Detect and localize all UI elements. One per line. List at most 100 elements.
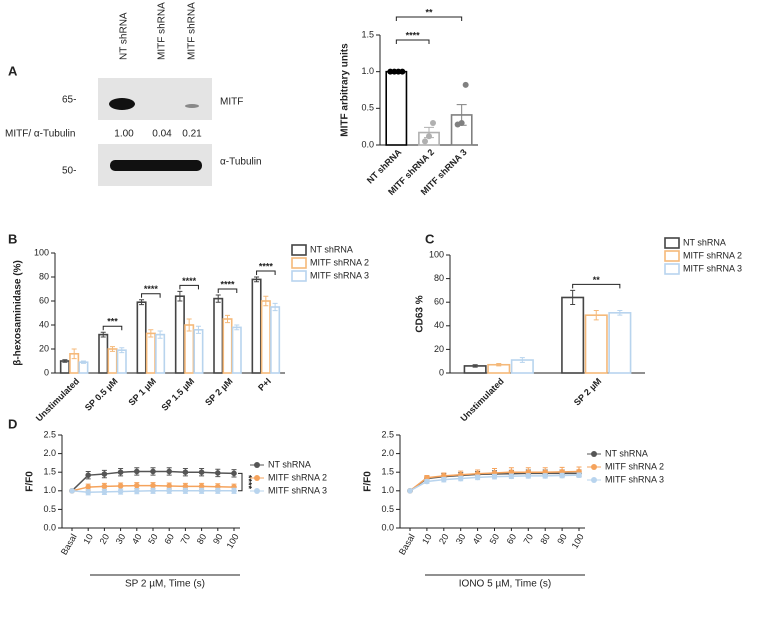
legend-label: MITF shRNA 3 bbox=[310, 270, 369, 280]
error-bar bbox=[496, 363, 502, 367]
error-bar bbox=[225, 314, 230, 324]
x-tick-label: 60 bbox=[162, 532, 176, 546]
legend-swatch bbox=[664, 263, 680, 275]
data-point bbox=[462, 81, 469, 88]
y-tick-label: 0 bbox=[439, 367, 444, 377]
data-point bbox=[69, 488, 75, 494]
error-bar bbox=[80, 360, 86, 364]
marker: 50- bbox=[62, 166, 76, 177]
data-point bbox=[559, 472, 565, 479]
bar bbox=[270, 306, 281, 374]
data-point bbox=[198, 488, 205, 494]
legend-swatch bbox=[254, 462, 260, 468]
x-tick-label: Basal bbox=[397, 532, 417, 556]
legend-label: MITF shRNA 3 bbox=[605, 474, 664, 484]
sig-bracket bbox=[395, 39, 430, 44]
data-point bbox=[430, 120, 436, 126]
data-point bbox=[85, 472, 91, 478]
error-bar bbox=[234, 324, 240, 331]
data-point bbox=[134, 468, 140, 475]
error-bar bbox=[472, 364, 478, 368]
data-point bbox=[215, 470, 221, 476]
x-tick-label: 100 bbox=[225, 532, 241, 550]
data-point bbox=[576, 472, 582, 478]
y-axis-label: F/F0 bbox=[363, 471, 374, 492]
y-tick-label: 20 bbox=[39, 343, 49, 353]
y-tick-label: 60 bbox=[39, 295, 49, 305]
error-bar bbox=[195, 325, 201, 334]
bar bbox=[155, 333, 166, 374]
y-tick-label: 1.0 bbox=[381, 485, 394, 495]
bar bbox=[231, 326, 242, 374]
x-tick-label: 30 bbox=[114, 532, 128, 546]
x-tick-label: 100 bbox=[570, 532, 586, 550]
x-tick-label: 80 bbox=[195, 532, 209, 546]
y-tick-label: 1.0 bbox=[43, 485, 56, 495]
error-bar bbox=[177, 290, 183, 302]
data-point bbox=[231, 470, 237, 477]
data-point bbox=[474, 474, 481, 481]
error-bar bbox=[519, 357, 525, 363]
bar bbox=[561, 296, 585, 374]
legend-label: MITF shRNA 3 bbox=[268, 485, 327, 495]
data-point bbox=[150, 468, 156, 475]
sig-label: *** bbox=[107, 317, 118, 327]
legend-label: MITF shRNA 2 bbox=[310, 257, 369, 267]
y-tick-label: 100 bbox=[34, 247, 49, 257]
error-bar bbox=[186, 318, 192, 332]
blot-band bbox=[109, 98, 135, 110]
data-point bbox=[117, 469, 124, 476]
x-tick-label: 50 bbox=[146, 532, 160, 546]
error-bar bbox=[119, 347, 125, 354]
legend-label: MITF shRNA 2 bbox=[605, 461, 664, 471]
data-point bbox=[101, 483, 108, 490]
y-tick-label: 2.0 bbox=[381, 448, 394, 458]
y-axis-label: β-hexosaminidase (%) bbox=[13, 260, 24, 366]
error-bar bbox=[148, 329, 154, 338]
y-tick-label: 40 bbox=[39, 319, 49, 329]
legend-label: NT shRNA bbox=[605, 448, 648, 458]
data-point bbox=[399, 68, 406, 75]
sig-label: **** bbox=[182, 276, 197, 286]
band-label: MITF bbox=[220, 97, 243, 108]
y-tick-label: 0.0 bbox=[381, 522, 394, 532]
data-point bbox=[525, 473, 532, 479]
data-point bbox=[231, 488, 237, 494]
y-tick-label: 80 bbox=[434, 273, 444, 283]
y-tick-label: 100 bbox=[429, 249, 444, 259]
x-tick-label: 10 bbox=[420, 532, 434, 546]
data-point bbox=[491, 473, 498, 480]
error-bar bbox=[62, 359, 68, 363]
legend-label: MITF shRNA 2 bbox=[268, 472, 327, 482]
data-point bbox=[85, 484, 91, 490]
x-tick-label: 10 bbox=[81, 532, 95, 546]
data-point bbox=[166, 468, 172, 475]
data-point bbox=[166, 483, 172, 489]
legend-swatch bbox=[664, 250, 680, 262]
x-tick-label: 60 bbox=[505, 532, 519, 546]
legend-label: MITF shRNA 3 bbox=[683, 263, 742, 273]
sig-label: **** bbox=[244, 475, 254, 490]
bar bbox=[584, 314, 608, 374]
sig-label: **** bbox=[259, 261, 274, 271]
x-tick-label: 50 bbox=[488, 532, 502, 546]
bar bbox=[107, 348, 118, 374]
y-tick-label: 0.5 bbox=[43, 504, 56, 514]
legend-swatch bbox=[591, 451, 597, 457]
data-point bbox=[117, 483, 124, 489]
legend-label: NT shRNA bbox=[683, 237, 726, 247]
data-point bbox=[101, 471, 108, 477]
ratio: 0.04 bbox=[152, 129, 172, 140]
y-tick-label: 0 bbox=[44, 367, 49, 377]
y-axis-label: CD63 % bbox=[415, 295, 426, 332]
error-bar bbox=[71, 348, 77, 360]
panel-label: A bbox=[8, 63, 18, 78]
y-tick-label: 1.5 bbox=[361, 29, 374, 39]
x-tick-label: Unstimulated bbox=[458, 376, 505, 423]
legend-swatch bbox=[591, 464, 597, 470]
y-tick-label: 0.0 bbox=[361, 139, 374, 149]
bar bbox=[608, 312, 632, 374]
panel-label: C bbox=[425, 231, 435, 246]
x-tick-label: 20 bbox=[98, 532, 112, 546]
ratio-label: MITF/ α-Tubulin bbox=[5, 129, 75, 140]
